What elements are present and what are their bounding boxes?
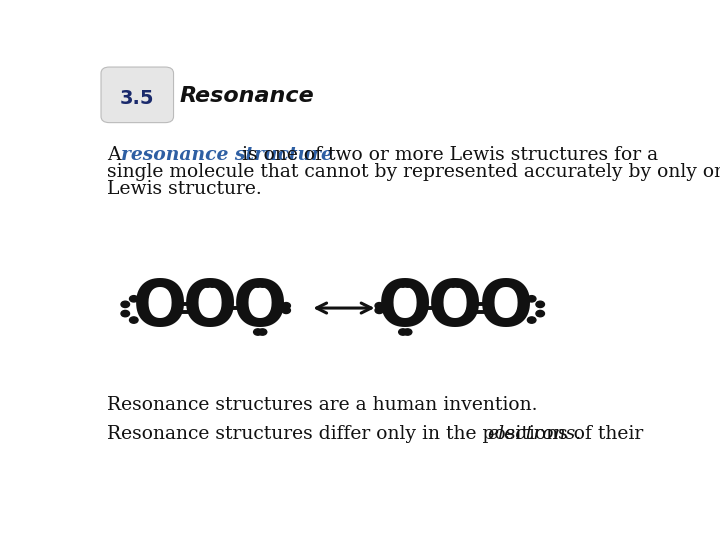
Text: Lewis structure.: Lewis structure. <box>107 179 262 198</box>
Text: Resonance: Resonance <box>179 86 314 106</box>
Circle shape <box>536 310 544 317</box>
Circle shape <box>258 281 267 287</box>
Text: O: O <box>428 277 482 339</box>
Circle shape <box>203 281 212 287</box>
Circle shape <box>375 307 384 314</box>
FancyArrowPatch shape <box>317 303 372 313</box>
Circle shape <box>282 307 290 314</box>
Circle shape <box>130 295 138 302</box>
Text: O: O <box>233 277 287 339</box>
Text: O: O <box>378 277 433 339</box>
Circle shape <box>399 329 408 335</box>
Circle shape <box>399 281 408 287</box>
FancyBboxPatch shape <box>101 67 174 123</box>
Text: A: A <box>107 146 127 164</box>
Text: O: O <box>132 277 187 339</box>
Circle shape <box>258 329 267 335</box>
Text: Resonance structures differ only in the positions of their: Resonance structures differ only in the … <box>107 425 649 443</box>
Circle shape <box>375 302 384 309</box>
Circle shape <box>528 295 536 302</box>
Text: single molecule that cannot by represented accurately by only one: single molecule that cannot by represent… <box>107 163 720 180</box>
Circle shape <box>121 310 130 317</box>
Text: electrons.: electrons. <box>487 425 581 443</box>
Circle shape <box>454 281 462 287</box>
Text: Resonance structures are a human invention.: Resonance structures are a human inventi… <box>107 396 538 414</box>
Text: O: O <box>479 277 533 339</box>
Circle shape <box>130 317 138 323</box>
Circle shape <box>528 317 536 323</box>
Circle shape <box>403 281 412 287</box>
Circle shape <box>253 329 262 335</box>
Text: is one of two or more Lewis structures for a: is one of two or more Lewis structures f… <box>235 146 658 164</box>
Circle shape <box>536 301 544 307</box>
Circle shape <box>449 281 457 287</box>
Circle shape <box>121 301 130 307</box>
Text: 3.5: 3.5 <box>120 89 155 108</box>
Circle shape <box>403 329 412 335</box>
Text: resonance structure: resonance structure <box>121 146 333 164</box>
Text: O: O <box>183 277 237 339</box>
Circle shape <box>282 302 290 309</box>
Circle shape <box>253 281 262 287</box>
Circle shape <box>208 281 217 287</box>
